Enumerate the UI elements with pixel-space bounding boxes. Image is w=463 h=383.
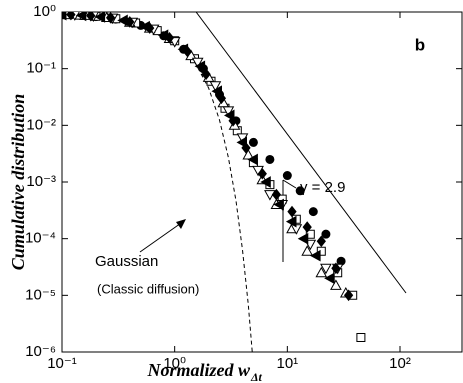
point — [321, 229, 331, 239]
y-tick-label: 10⁻¹ — [26, 60, 56, 77]
point — [265, 154, 275, 164]
point — [236, 136, 247, 149]
point — [211, 85, 222, 98]
point — [222, 106, 235, 117]
x-tick-label: 10² — [389, 355, 411, 372]
gaussian-label: Gaussian — [95, 253, 158, 270]
point — [316, 235, 326, 248]
plot-area — [62, 12, 407, 352]
point — [209, 81, 222, 92]
point — [302, 221, 312, 233]
gamma-label: γ = 2.9 — [300, 179, 345, 196]
y-tick-label: 10⁻⁵ — [25, 286, 56, 303]
power-law-line — [195, 12, 407, 294]
point — [331, 262, 341, 275]
point — [295, 186, 305, 196]
point — [310, 249, 321, 262]
y-tick-label: 10⁰ — [33, 3, 56, 20]
panel-label: b — [415, 35, 425, 54]
point — [75, 12, 87, 22]
point — [66, 12, 76, 21]
point — [320, 263, 332, 275]
x-tick-label: 10⁻¹ — [47, 355, 77, 372]
point — [194, 60, 206, 73]
y-tick-label: 10⁻⁶ — [25, 343, 56, 360]
gamma-leader — [282, 179, 297, 189]
point — [105, 12, 116, 24]
point — [287, 205, 297, 218]
point — [330, 279, 342, 290]
point — [223, 109, 235, 122]
y-axis-label: Cumulative distribution — [8, 94, 28, 271]
classic-label: (Classic diffusion) — [97, 281, 199, 296]
point — [301, 245, 314, 256]
point — [94, 12, 106, 23]
y-tick-label: 10⁻² — [26, 116, 56, 133]
point — [324, 272, 335, 285]
x-tick-label: 10¹ — [276, 355, 298, 372]
point — [315, 266, 328, 278]
gaussian-arrow — [139, 220, 185, 253]
point — [273, 198, 284, 211]
point — [271, 188, 282, 201]
point — [201, 68, 211, 81]
point — [216, 92, 227, 105]
point — [285, 215, 297, 228]
point — [356, 333, 366, 342]
x-axis-label-sub: Δt — [250, 370, 263, 383]
point — [297, 232, 309, 245]
point — [139, 20, 150, 33]
point — [257, 167, 267, 180]
point — [260, 176, 271, 188]
point — [248, 137, 258, 147]
point — [86, 12, 96, 22]
y-tick-label: 10⁻⁴ — [25, 230, 56, 247]
point — [177, 43, 189, 56]
x-tick-label: 10⁰ — [163, 355, 186, 372]
point — [282, 171, 292, 181]
point — [247, 153, 258, 166]
point — [117, 14, 128, 27]
point — [191, 57, 204, 69]
point — [343, 289, 354, 302]
x-axis-label: Normalized w — [146, 360, 251, 380]
point — [308, 207, 318, 217]
y-tick-label: 10⁻³ — [26, 173, 56, 190]
point — [157, 29, 169, 42]
gaussian-curve — [194, 61, 253, 352]
arrow-head — [176, 219, 186, 229]
point — [62, 12, 67, 21]
